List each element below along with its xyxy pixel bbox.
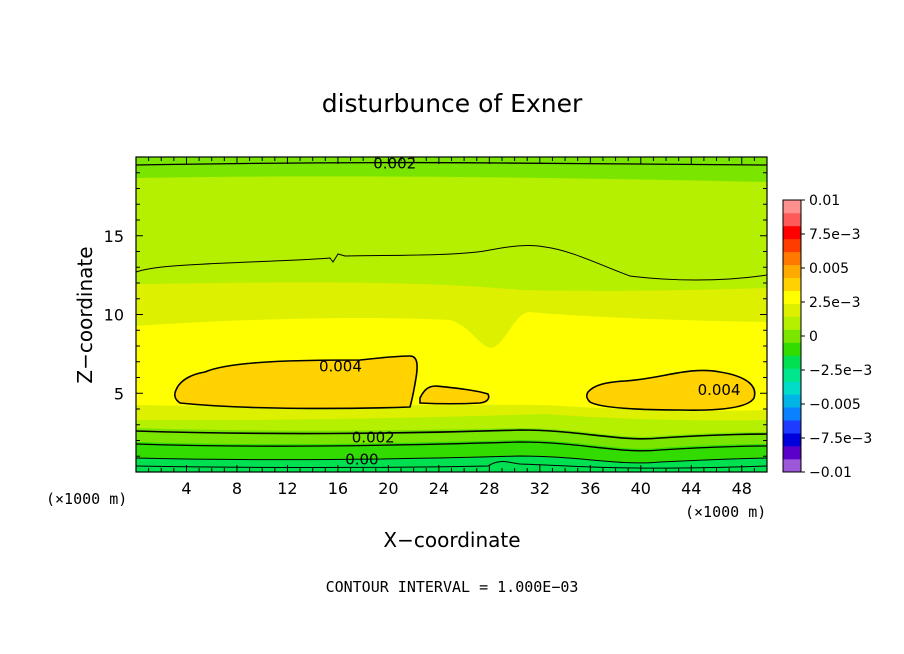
colorbar-swatch <box>783 433 801 447</box>
contour-label: 0.002 <box>352 428 395 446</box>
contour-line-lower-4 <box>136 461 767 469</box>
x-tick-label: 48 <box>732 479 752 498</box>
plot-area: 0.002 0.004 0.004 0.002 0.00 <box>136 154 767 472</box>
colorbar: 0.01 7.5e−3 0.005 2.5e−3 0 −2.5e−3 −0.005 −7.5e… <box>782 193 872 481</box>
x-axis-title: X−coordinate <box>383 528 520 552</box>
contour-line-lower-1 <box>136 429 767 440</box>
contour-line-top <box>136 161 767 166</box>
contour-label: 0.002 <box>373 154 416 172</box>
chart-title: disturbunce of Exner <box>322 89 583 118</box>
colorbar-swatch <box>783 355 801 369</box>
x-tick-label: 44 <box>681 479 701 498</box>
colorbar-label: 0.005 <box>809 261 849 277</box>
colorbar-label: 0 <box>809 329 818 345</box>
colorbar-label: −2.5e−3 <box>809 363 872 379</box>
x-tick-label: 4 <box>181 479 191 498</box>
colorbar-swatch <box>783 225 801 240</box>
colorbar-swatch <box>783 446 801 460</box>
contour-label: 0.004 <box>698 381 741 399</box>
colorbar-swatch <box>783 368 801 382</box>
cell-left-orange <box>174 355 418 410</box>
cell-middle-orange <box>419 385 490 405</box>
x-axis: 4 8 12 16 20 24 28 32 36 40 44 48 <box>148 157 755 498</box>
y-tick-label: 5 <box>114 384 124 403</box>
x-tick-label: 12 <box>277 479 297 498</box>
x-tick-label: 16 <box>328 479 348 498</box>
colorbar-label: 7.5e−3 <box>809 227 861 243</box>
colorbar-swatch <box>783 303 801 317</box>
colorbar-swatch <box>783 459 801 473</box>
colorbar-label: −7.5e−3 <box>809 431 872 447</box>
x-unit-right: (×1000 m) <box>685 503 766 521</box>
x-tick-label: 8 <box>232 479 242 498</box>
contour-labels: 0.002 0.004 0.004 0.002 0.00 <box>319 154 741 468</box>
colorbar-label: 0.01 <box>809 193 840 209</box>
colorbar-swatch <box>783 407 801 421</box>
x-unit-left: (×1000 m) <box>46 490 127 508</box>
colorbar-swatch <box>783 200 801 214</box>
contour-line-lower-3 <box>136 455 767 464</box>
colorbar-swatch <box>783 290 801 304</box>
contour-label: 0.00 <box>345 450 378 468</box>
colorbar-swatch <box>783 277 801 291</box>
y-axis: 5 10 15 <box>104 172 767 457</box>
x-tick-label: 32 <box>530 479 550 498</box>
x-tick-label: 20 <box>378 479 398 498</box>
y-tick-label: 10 <box>104 306 124 325</box>
y-axis-title: Z−coordinate <box>73 246 97 383</box>
colorbar-swatch <box>783 212 801 227</box>
contour-line-lower-2 <box>136 441 767 452</box>
colorbar-swatch <box>783 238 801 253</box>
colorbar-swatch <box>783 381 801 395</box>
x-tick-label: 24 <box>429 479 449 498</box>
colorbar-swatch <box>783 251 801 266</box>
x-tick-label: 36 <box>580 479 600 498</box>
x-tick-label: 40 <box>631 479 651 498</box>
colorbar-swatch <box>783 420 801 434</box>
colorbar-label: 2.5e−3 <box>809 295 861 311</box>
colorbar-swatch <box>783 394 801 408</box>
colorbar-label: −0.01 <box>809 465 852 481</box>
colorbar-swatch <box>783 329 801 343</box>
cell-right-orange <box>585 369 756 411</box>
contour-interval-note: CONTOUR INTERVAL = 1.000E−03 <box>326 578 579 596</box>
colorbar-label: −0.005 <box>809 397 861 413</box>
y-tick-label: 15 <box>104 227 124 246</box>
colorbar-swatch <box>783 342 801 356</box>
contour-line-upper <box>136 245 767 281</box>
colorbar-swatch <box>783 316 801 330</box>
contour-label: 0.004 <box>319 357 362 375</box>
colorbar-swatch <box>783 264 801 279</box>
x-tick-label: 28 <box>479 479 499 498</box>
